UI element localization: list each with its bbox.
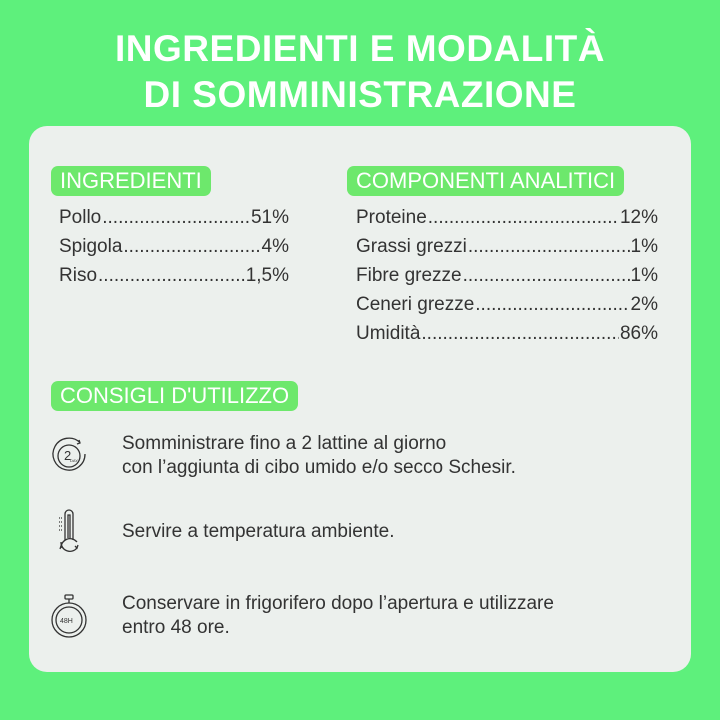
ingredient-value: 1,5% [245,265,289,286]
leader-dots [102,203,250,232]
leader-dots [123,232,260,261]
ingredient-row: Pollo 51% [59,203,289,232]
ingredient-value: 4% [261,236,289,257]
leader-dots [98,261,245,290]
analytic-name: Umidità [356,323,421,344]
analytic-name: Grassi grezzi [356,236,467,257]
analytic-value: 12% [619,207,658,228]
stopwatch-48h-icon: 48H [51,594,87,638]
icon-48h: 48H [60,618,73,625]
info-card: INGREDIENTI Pollo51% Spigola4% Riso1,5% … [29,126,691,672]
two-per-day-icon: 2 DAY [52,437,86,471]
tip-text: Somministrare fino a 2 lattine al giorno… [122,433,516,478]
thermometer-icon [59,509,79,552]
ingredient-row: Riso 1,5% [59,261,289,290]
usage-tip: 2 DAY Somministrare fino a 2 lattine al … [49,432,516,480]
analytic-row: Proteine 12% [356,203,658,232]
analytic-row: Umidità 86% [356,319,658,348]
ingredient-name: Riso [59,265,98,286]
analytic-value: 1% [630,236,658,257]
analytic-value: 2% [630,294,658,315]
title-line-1: INGREDIENTI E MODALITÀ [115,28,605,69]
usage-tip: Servire a temperatura ambiente. [49,508,394,556]
analytic-row: Fibre grezze 1% [356,261,658,290]
analytics-heading: COMPONENTI ANALITICI [347,166,625,196]
icon-number: 2 [64,448,71,463]
title-line-2: DI SOMMINISTRAZIONE [143,74,577,115]
leader-dots [463,261,630,290]
analytic-name: Proteine [356,207,427,228]
analytic-name: Ceneri grezze [356,294,475,315]
ingredients-list: Pollo 51% Spigola 4% Riso 1,5% [59,203,289,290]
tip-text: Conservare in frigorifero dopo l’apertur… [122,593,554,638]
page-title: INGREDIENTI E MODALITÀ DI SOMMINISTRAZIO… [0,26,720,118]
analytic-row: Grassi grezzi 1% [356,232,658,261]
usage-heading: CONSIGLI D'UTILIZZO [51,381,299,411]
icon-day: DAY [70,458,78,463]
analytic-name: Fibre grezze [356,265,462,286]
tip-text: Servire a temperatura ambiente. [122,521,395,542]
analytic-value: 1% [630,265,658,286]
ingredient-value: 51% [250,207,289,228]
analytics-list: Proteine 12% Grassi grezzi 1% Fibre grezze… [356,203,658,348]
ingredient-name: Spigola [59,236,123,257]
leader-dots [468,232,630,261]
analytic-value: 86% [619,323,658,344]
ingredient-row: Spigola 4% [59,232,289,261]
ingredient-name: Pollo [59,207,102,228]
usage-tip: 48H Conservare in frigorifero dopo l’ape… [49,592,554,640]
ingredients-heading: INGREDIENTI [51,166,211,196]
leader-dots [421,319,619,348]
analytic-row: Ceneri grezze 2% [356,290,658,319]
leader-dots [475,290,629,319]
leader-dots [428,203,619,232]
